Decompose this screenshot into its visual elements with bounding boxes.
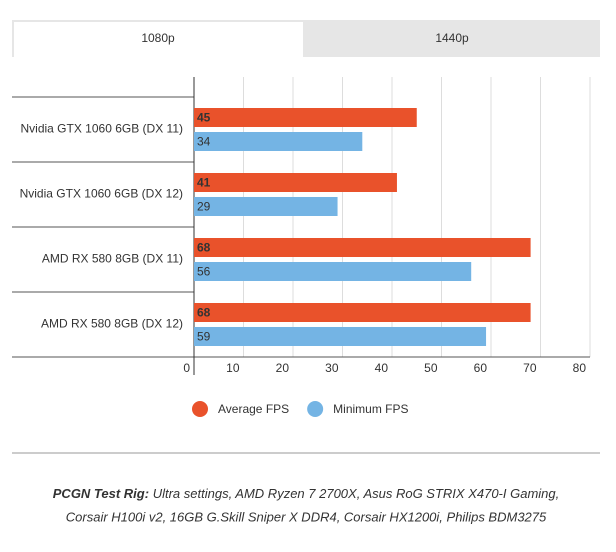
y-tick-label: Nvidia GTX 1060 6GB (DX 12) <box>20 187 183 201</box>
y-tick-label: AMD RX 580 8GB (DX 11) <box>42 252 183 266</box>
y-tick-label: Nvidia GTX 1060 6GB (DX 11) <box>20 122 183 136</box>
tab[interactable]: 1080p <box>141 31 175 45</box>
value-label: 56 <box>197 265 211 279</box>
x-tick-label: 20 <box>276 361 290 375</box>
value-label: 68 <box>197 306 211 320</box>
legend-marker <box>307 401 324 417</box>
value-label: 34 <box>197 135 211 149</box>
bar <box>194 197 338 216</box>
value-label: 41 <box>197 176 211 190</box>
legend-label: Minimum FPS <box>333 402 408 416</box>
caption: PCGN Test Rig: Ultra settings, AMD Ryzen… <box>53 486 559 501</box>
caption-line: Ultra settings, AMD Ryzen 7 2700X, Asus … <box>153 486 560 501</box>
value-label: 29 <box>197 200 211 214</box>
x-tick-label: 40 <box>375 361 389 375</box>
bar <box>194 132 363 151</box>
value-label: 45 <box>197 111 211 125</box>
y-tick-label: AMD RX 580 8GB (DX 12) <box>41 317 183 331</box>
bar <box>194 238 531 257</box>
bar <box>194 108 417 127</box>
legend-label: Average FPS <box>218 402 289 416</box>
x-tick-label: 0 <box>183 361 190 375</box>
bar <box>194 262 472 281</box>
bar <box>194 173 397 192</box>
x-tick-label: 50 <box>424 361 438 375</box>
caption-label: PCGN Test Rig: <box>53 486 149 501</box>
bar <box>194 327 487 346</box>
tab[interactable]: 1440p <box>435 31 469 45</box>
bar <box>194 303 531 322</box>
x-tick-label: 10 <box>226 361 240 375</box>
value-label: 68 <box>197 241 211 255</box>
tab-active[interactable] <box>14 22 303 57</box>
x-tick-label: 60 <box>474 361 488 375</box>
caption-line: Corsair H100i v2, 16GB G.Skill Sniper X … <box>66 509 547 524</box>
value-label: 59 <box>197 330 211 344</box>
legend-marker <box>192 401 208 417</box>
x-tick-label: 70 <box>523 361 537 375</box>
x-tick-label: 30 <box>325 361 339 375</box>
x-tick-label: 80 <box>573 361 587 375</box>
